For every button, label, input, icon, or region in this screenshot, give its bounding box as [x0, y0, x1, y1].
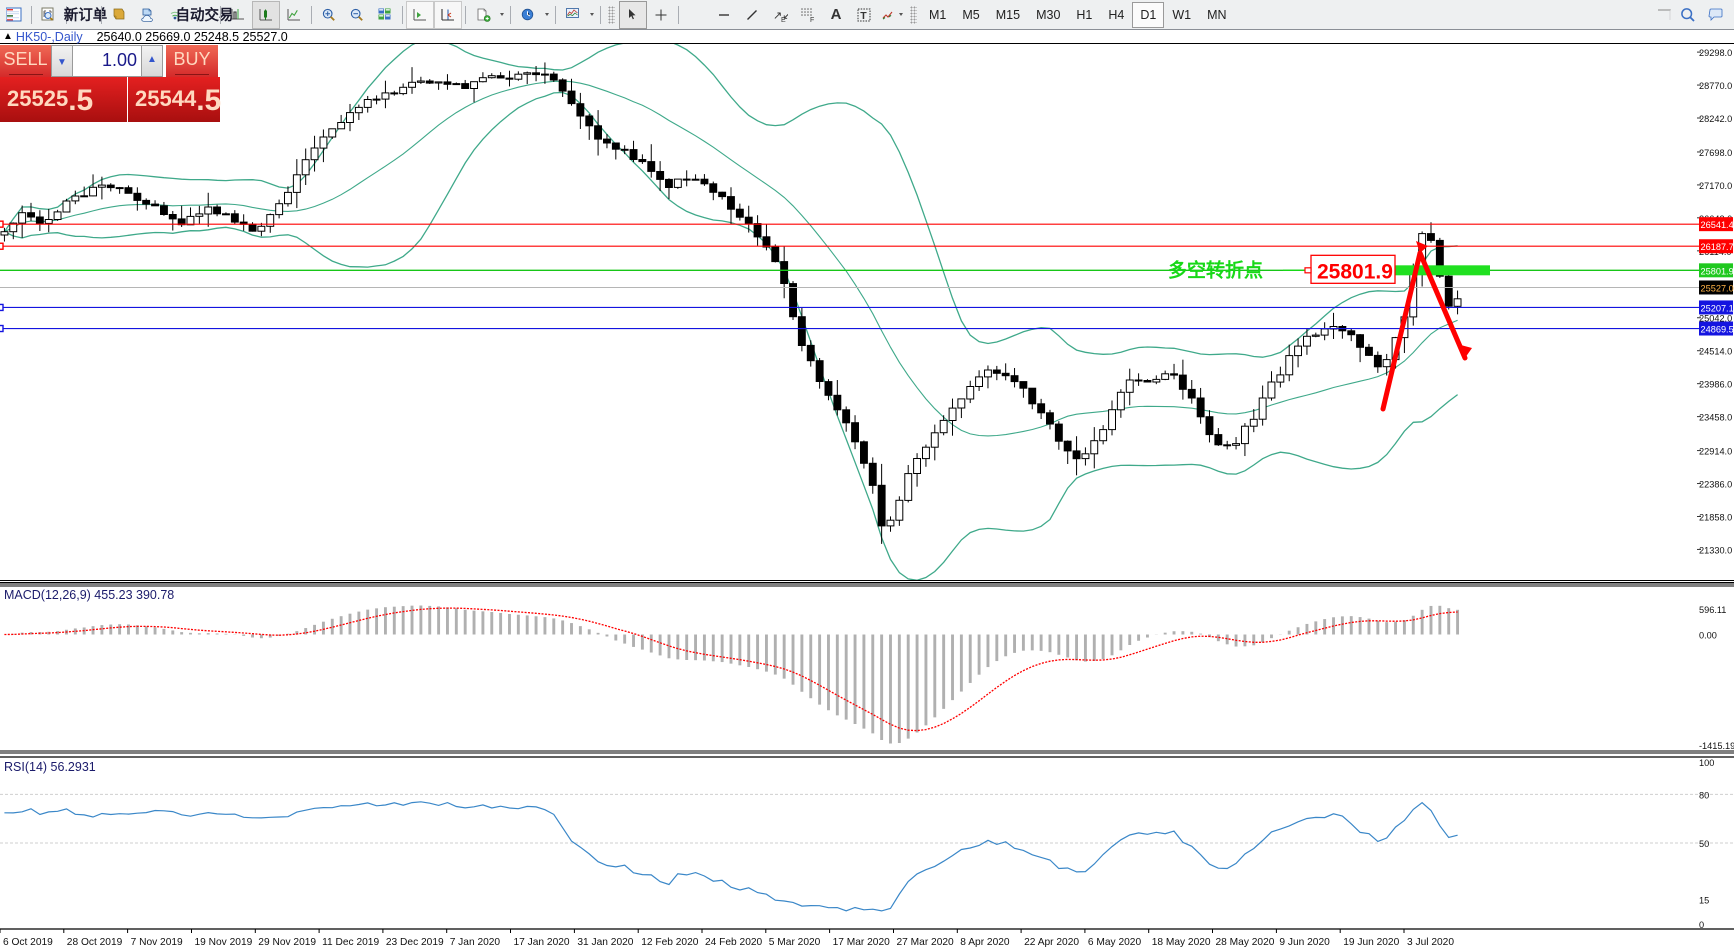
svg-text:17 Jan 2020: 17 Jan 2020	[514, 937, 570, 948]
svg-text:19 Nov 2019: 19 Nov 2019	[195, 937, 253, 948]
svg-text:MACD(12,26,9) 455.23 390.78: MACD(12,26,9) 455.23 390.78	[4, 588, 174, 602]
svg-text:5 Mar 2020: 5 Mar 2020	[769, 937, 821, 948]
svg-text:T: T	[860, 10, 867, 22]
svg-text:27 Mar 2020: 27 Mar 2020	[897, 937, 955, 948]
svg-text:24869.5: 24869.5	[1701, 325, 1734, 335]
svg-text:6 Oct 2019: 6 Oct 2019	[3, 937, 53, 948]
svg-text:22 Apr 2020: 22 Apr 2020	[1024, 937, 1079, 948]
svg-text:20802.0: 20802.0	[1699, 578, 1732, 583]
svg-text:-1415.19: -1415.19	[1699, 741, 1734, 751]
svg-text:26187.7: 26187.7	[1701, 242, 1734, 252]
svg-text:28242.0: 28242.0	[1699, 114, 1732, 124]
svg-text:23986.0: 23986.0	[1699, 380, 1732, 390]
svg-text:25207.1: 25207.1	[1701, 303, 1734, 313]
svg-text:31 Jan 2020: 31 Jan 2020	[577, 937, 633, 948]
svg-text:12 Feb 2020: 12 Feb 2020	[641, 937, 699, 948]
svg-text:28770.0: 28770.0	[1699, 81, 1732, 91]
svg-text:50: 50	[1699, 839, 1709, 849]
svg-text:11 Dec 2019: 11 Dec 2019	[322, 937, 379, 948]
svg-text:18 May 2020: 18 May 2020	[1152, 937, 1211, 948]
svg-text:F: F	[810, 17, 814, 23]
svg-text:80: 80	[1699, 790, 1709, 800]
svg-text:25801.9: 25801.9	[1701, 266, 1734, 276]
svg-text:E: E	[781, 17, 786, 23]
svg-text:23 Dec 2019: 23 Dec 2019	[386, 937, 444, 948]
svg-text:27698.0: 27698.0	[1699, 148, 1732, 158]
svg-text:6 May 2020: 6 May 2020	[1088, 937, 1142, 948]
svg-text:29298.0: 29298.0	[1699, 48, 1732, 58]
svg-text:25527.0: 25527.0	[1701, 283, 1734, 293]
svg-text:22914.0: 22914.0	[1699, 447, 1732, 457]
svg-text:21330.0: 21330.0	[1699, 545, 1732, 555]
svg-text:100: 100	[1699, 758, 1714, 768]
svg-text:8 Apr 2020: 8 Apr 2020	[960, 937, 1010, 948]
svg-text:25801.9: 25801.9	[1317, 260, 1393, 283]
svg-text:27170.0: 27170.0	[1699, 181, 1732, 191]
svg-text:26541.4: 26541.4	[1701, 220, 1734, 230]
svg-text:24514.0: 24514.0	[1699, 347, 1732, 357]
svg-text:17 Mar 2020: 17 Mar 2020	[833, 937, 891, 948]
svg-text:0.00: 0.00	[1699, 631, 1717, 641]
svg-text:24 Feb 2020: 24 Feb 2020	[705, 937, 763, 948]
svg-text:28 May 2020: 28 May 2020	[1216, 937, 1275, 948]
svg-text:19 Jun 2020: 19 Jun 2020	[1343, 937, 1399, 948]
svg-text:9 Jun 2020: 9 Jun 2020	[1279, 937, 1330, 948]
svg-text:596.11: 596.11	[1699, 605, 1726, 615]
svg-text:3 Jul 2020: 3 Jul 2020	[1407, 937, 1454, 948]
svg-text:23458.0: 23458.0	[1699, 413, 1732, 423]
svg-text:28 Oct 2019: 28 Oct 2019	[67, 937, 123, 948]
svg-text:21858.0: 21858.0	[1699, 512, 1732, 522]
svg-text:15: 15	[1699, 896, 1709, 906]
svg-text:29 Nov 2019: 29 Nov 2019	[258, 937, 316, 948]
svg-text:7 Jan 2020: 7 Jan 2020	[450, 937, 501, 948]
svg-text:7 Nov 2019: 7 Nov 2019	[131, 937, 183, 948]
svg-text:多空转折点: 多空转折点	[1168, 258, 1263, 281]
svg-text:22386.0: 22386.0	[1699, 480, 1732, 490]
svg-text:RSI(14) 56.2931: RSI(14) 56.2931	[4, 760, 96, 774]
